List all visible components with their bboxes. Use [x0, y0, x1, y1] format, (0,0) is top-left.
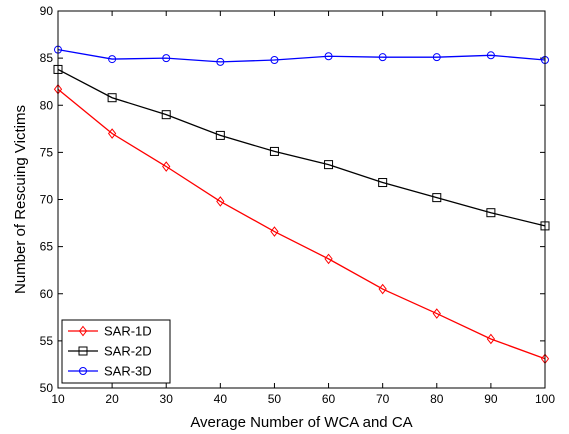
y-tick-label: 65 — [40, 240, 54, 254]
series-sar-2d — [53, 64, 550, 231]
tick-labels: 10 20 30 40 50 60 70 80 90 100 50 55 60 65 70 75 80 85 90 — [40, 4, 556, 406]
x-tick-label: 30 — [160, 392, 174, 406]
data-point — [270, 226, 279, 237]
y-tick-label: 60 — [40, 287, 54, 301]
y-axis-title: Number of Rescuing Victims — [12, 105, 29, 294]
data-point — [378, 283, 387, 295]
legend-label: SAR-1D — [104, 324, 152, 339]
series-sar-1d — [53, 83, 550, 365]
data-point — [270, 56, 279, 65]
data-point — [432, 53, 441, 62]
y-tick-label: 90 — [40, 4, 54, 18]
series-line — [57, 49, 546, 63]
data-point — [378, 178, 388, 188]
data-point — [324, 52, 333, 61]
data-point — [324, 160, 334, 170]
series-line — [57, 68, 546, 227]
x-tick-label: 80 — [430, 392, 444, 406]
series-line — [57, 88, 546, 360]
data-point — [324, 253, 333, 265]
data-point — [162, 161, 171, 172]
x-tick-label: 40 — [214, 392, 228, 406]
data-point — [107, 93, 117, 103]
x-tick-label: 70 — [376, 392, 390, 406]
x-tick-label: 20 — [105, 392, 119, 406]
y-tick-label: 55 — [40, 334, 54, 348]
data-point — [269, 146, 279, 156]
legend-marker — [79, 367, 87, 375]
y-tick-label: 80 — [40, 98, 54, 112]
legend-label: SAR-3D — [104, 364, 152, 379]
x-tick-label: 50 — [268, 392, 282, 406]
x-tick-label: 60 — [322, 392, 336, 406]
data-point — [161, 110, 171, 120]
legend-marker — [78, 325, 88, 337]
legend: SAR-1D SAR-2D SAR-3D — [61, 319, 171, 384]
data-point — [378, 53, 387, 62]
y-tick-label: 75 — [40, 145, 54, 159]
y-tick-label: 85 — [40, 51, 54, 65]
legend-label: SAR-2D — [104, 344, 152, 359]
plot-frame — [57, 10, 546, 389]
y-tick-label: 50 — [40, 381, 54, 395]
data-point — [215, 130, 225, 140]
data-point — [432, 193, 442, 203]
x-tick-label: 90 — [484, 392, 498, 406]
data-point — [162, 54, 171, 63]
legend-entry: SAR-3D — [68, 364, 152, 379]
data-point — [107, 128, 117, 139]
data-point — [432, 308, 441, 319]
data-point — [216, 57, 225, 66]
x-tick-label: 10 — [51, 392, 65, 406]
data-point — [108, 55, 117, 64]
data-point — [216, 196, 225, 207]
y-tick-label: 70 — [40, 193, 54, 207]
legend-marker — [78, 346, 88, 356]
legend-entry: SAR-1D — [68, 324, 152, 339]
data-point — [486, 208, 496, 218]
x-tick-label: 100 — [535, 392, 555, 406]
x-axis-title: Average Number of WCA and CA — [190, 414, 412, 431]
legend-entry: SAR-2D — [68, 344, 152, 359]
data-point — [486, 51, 495, 60]
data-point — [486, 333, 496, 345]
